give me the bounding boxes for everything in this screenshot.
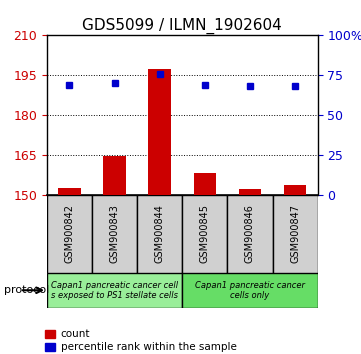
Bar	[58, 188, 81, 195]
Bar	[47, 273, 182, 308]
Text: Capan1 pancreatic cancer cell
s exposed to PS1 stellate cells: Capan1 pancreatic cancer cell s exposed …	[51, 281, 178, 300]
Title: GDS5099 / ILMN_1902604: GDS5099 / ILMN_1902604	[82, 18, 282, 34]
Text: protocol: protocol	[4, 285, 49, 295]
Bar	[182, 273, 318, 308]
Bar	[193, 173, 216, 195]
Bar	[148, 69, 171, 195]
Text: GSM900844: GSM900844	[155, 204, 165, 263]
Bar	[103, 156, 126, 195]
Text: GSM900843: GSM900843	[110, 204, 119, 263]
Bar	[182, 195, 227, 273]
Bar	[92, 195, 137, 273]
Bar	[273, 195, 318, 273]
Text: GSM900845: GSM900845	[200, 204, 210, 263]
Text: GSM900842: GSM900842	[65, 204, 74, 263]
Text: GSM900846: GSM900846	[245, 204, 255, 263]
Text: GSM900847: GSM900847	[290, 204, 300, 263]
Bar	[137, 195, 182, 273]
Text: Capan1 pancreatic cancer
cells only: Capan1 pancreatic cancer cells only	[195, 281, 305, 300]
Legend: count, percentile rank within the sample: count, percentile rank within the sample	[45, 329, 236, 352]
Bar	[47, 195, 92, 273]
Bar	[284, 185, 306, 195]
Bar	[239, 189, 261, 195]
Bar	[227, 195, 273, 273]
